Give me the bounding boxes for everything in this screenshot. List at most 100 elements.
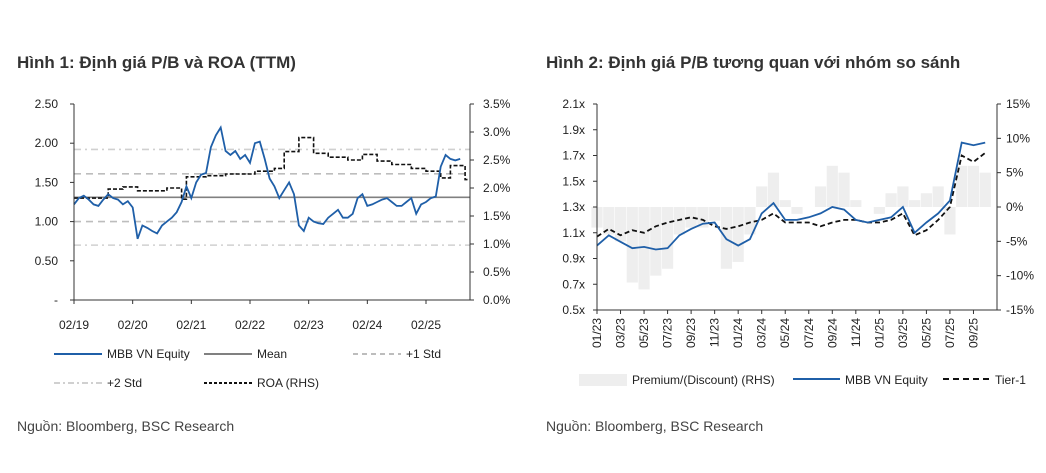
y2-tick-label: 0.0% [483,293,511,307]
premium-bar [779,200,791,207]
roa-line [74,136,470,200]
y2-tick-label: 3.5% [483,97,511,111]
x-tick-label: 02/20 [118,318,148,332]
x-tick-label: 11/23 [708,318,722,347]
x-tick-label: 01/23 [590,318,604,348]
legend-label: MBB VN Equity [845,373,928,387]
x-tick-label: 09/23 [684,318,698,348]
premium-bar [897,186,909,207]
y2-tick-label: -5% [1006,234,1028,248]
premium-bar [709,207,721,221]
premium-bar [614,207,627,242]
y2-tick-label: 2.5% [483,153,511,167]
premium-bar [603,207,615,235]
premium-bar [979,172,991,207]
y2-tick-label: -10% [1006,269,1034,283]
premium-bar [967,165,980,207]
mbb-pb-line [73,125,461,240]
premium-bar [697,207,709,228]
premium-bar [814,186,827,207]
y2-tick-label: 0.5% [483,265,511,279]
premium-bar [850,200,862,207]
x-tick-label: 07/25 [943,318,957,348]
premium-bar [685,207,697,228]
x-tick-label: 02/21 [176,318,206,332]
y2-tick-label: 1.0% [483,237,511,251]
legend-label: +1 Std [406,347,441,361]
x-tick-label: 02/24 [352,318,382,332]
x-tick-label: 02/25 [411,318,441,332]
premium-bar [873,207,885,214]
x-tick-label: 02/23 [294,318,324,332]
x-tick-label: 02/19 [59,318,89,332]
legend-label: Tier-1 [995,373,1026,387]
figure1-source: Nguồn: Bloomberg, BSC Research [17,418,235,434]
mbb-pb-line [596,141,986,251]
legend-label: Mean [257,347,287,361]
x-tick-label: 07/23 [661,318,675,348]
premium-bar [826,165,838,207]
premium-bar [791,207,803,214]
y-tick-label: 0.5x [562,303,585,317]
x-tick-label: 11/24 [849,318,863,347]
premium-bar [650,207,662,276]
premium-bar [638,207,650,290]
x-tick-label: 01/24 [731,318,745,348]
premium-bar [767,172,780,207]
legend-swatch [579,374,627,386]
x-tick-label: 03/23 [614,318,628,348]
legend-label: MBB VN Equity [107,347,190,361]
y2-tick-label: 2.0% [483,181,511,195]
x-tick-label: 01/25 [872,318,886,348]
y-tick-label: 2.1x [562,97,585,111]
premium-bar [626,207,638,283]
x-tick-label: 05/24 [778,318,792,348]
y-tick-label: 1.7x [562,149,585,163]
y2-tick-label: 1.5% [483,209,511,223]
premium-bar [932,186,944,207]
x-tick-label: 09/25 [966,318,980,348]
premium-bar [956,165,968,207]
x-tick-label: 02/22 [235,318,265,332]
figure2-source: Nguồn: Bloomberg, BSC Research [546,418,764,434]
x-tick-label: 03/24 [755,318,769,348]
premium-bar [732,207,744,262]
premium-bar [909,200,921,207]
premium-bar [756,186,768,207]
legend-label: +2 Std [107,376,142,390]
x-tick-label: 05/25 [919,318,933,348]
x-tick-label: 07/24 [802,318,816,348]
y-tick-label: 2.50 [35,97,59,111]
y-tick-label: - [54,293,58,307]
premium-bar [944,207,956,235]
y2-tick-label: 10% [1006,131,1030,145]
tier1-line [596,152,986,238]
y2-tick-label: 5% [1006,166,1024,180]
y2-tick-label: 15% [1006,97,1030,111]
premium-bar [920,193,932,207]
y2-tick-label: -15% [1006,303,1034,317]
y-tick-label: 1.9x [562,123,585,137]
premium-bar [662,207,674,269]
x-tick-label: 03/25 [896,318,910,348]
x-tick-label: 05/23 [637,318,651,348]
y-tick-label: 1.5x [562,174,585,188]
premium-bar [838,172,850,207]
y-tick-label: 0.50 [35,254,59,268]
premium-bar [885,193,897,207]
premium-bar [744,207,756,235]
legend-label: Premium/(Discount) (RHS) [632,373,775,387]
y2-tick-label: 3.0% [483,125,511,139]
y-tick-label: 1.1x [562,226,585,240]
y2-tick-label: 0% [1006,200,1024,214]
y-tick-label: 2.00 [35,136,59,150]
x-tick-label: 09/24 [825,318,839,348]
y-tick-label: 0.9x [562,252,585,266]
figure2-title: Hình 2: Định giá P/B tương quan với nhóm… [546,53,961,72]
figure1-title: Hình 1: Định giá P/B và ROA (TTM) [17,53,296,72]
y-tick-label: 1.00 [35,215,59,229]
y-tick-label: 1.3x [562,200,585,214]
y-tick-label: 1.50 [35,175,59,189]
legend-label: ROA (RHS) [257,376,319,390]
